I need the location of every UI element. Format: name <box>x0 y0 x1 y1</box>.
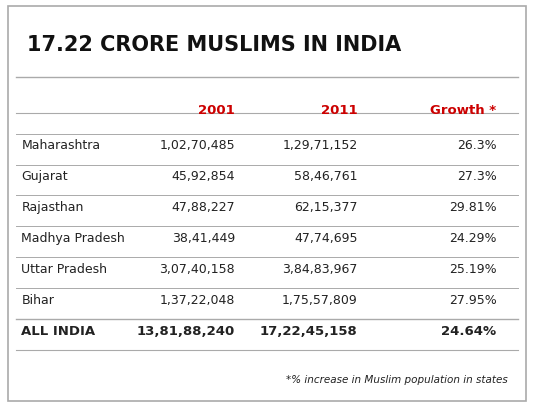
Text: 45,92,854: 45,92,854 <box>171 170 235 183</box>
Text: 27.95%: 27.95% <box>449 294 497 307</box>
Text: 1,29,71,152: 1,29,71,152 <box>282 139 358 152</box>
Text: Madhya Pradesh: Madhya Pradesh <box>21 232 125 245</box>
Text: Maharashtra: Maharashtra <box>21 139 100 152</box>
Text: 25.19%: 25.19% <box>449 263 497 276</box>
Text: 2011: 2011 <box>321 104 358 117</box>
Text: 29.81%: 29.81% <box>449 201 497 214</box>
Text: Rajasthan: Rajasthan <box>21 201 84 214</box>
Text: 3,84,83,967: 3,84,83,967 <box>282 263 358 276</box>
Text: 24.64%: 24.64% <box>442 325 497 338</box>
Text: 26.3%: 26.3% <box>457 139 497 152</box>
Text: 13,81,88,240: 13,81,88,240 <box>137 325 235 338</box>
Text: 17,22,45,158: 17,22,45,158 <box>260 325 358 338</box>
Text: 58,46,761: 58,46,761 <box>294 170 358 183</box>
Text: Bihar: Bihar <box>21 294 54 307</box>
Text: Growth *: Growth * <box>430 104 497 117</box>
Text: 38,41,449: 38,41,449 <box>172 232 235 245</box>
Text: *% increase in Muslim population in states: *% increase in Muslim population in stat… <box>286 374 507 385</box>
FancyBboxPatch shape <box>8 6 526 401</box>
Text: 62,15,377: 62,15,377 <box>294 201 358 214</box>
Text: 17.22 CRORE MUSLIMS IN INDIA: 17.22 CRORE MUSLIMS IN INDIA <box>27 35 401 55</box>
Text: 24.29%: 24.29% <box>449 232 497 245</box>
Text: 1,02,70,485: 1,02,70,485 <box>159 139 235 152</box>
Text: Gujarat: Gujarat <box>21 170 68 183</box>
Text: 1,37,22,048: 1,37,22,048 <box>160 294 235 307</box>
Text: 1,75,57,809: 1,75,57,809 <box>282 294 358 307</box>
Text: 27.3%: 27.3% <box>457 170 497 183</box>
Text: ALL INDIA: ALL INDIA <box>21 325 96 338</box>
Text: 3,07,40,158: 3,07,40,158 <box>159 263 235 276</box>
Text: 2001: 2001 <box>198 104 235 117</box>
Text: 47,88,227: 47,88,227 <box>171 201 235 214</box>
Text: 47,74,695: 47,74,695 <box>294 232 358 245</box>
Text: Uttar Pradesh: Uttar Pradesh <box>21 263 107 276</box>
